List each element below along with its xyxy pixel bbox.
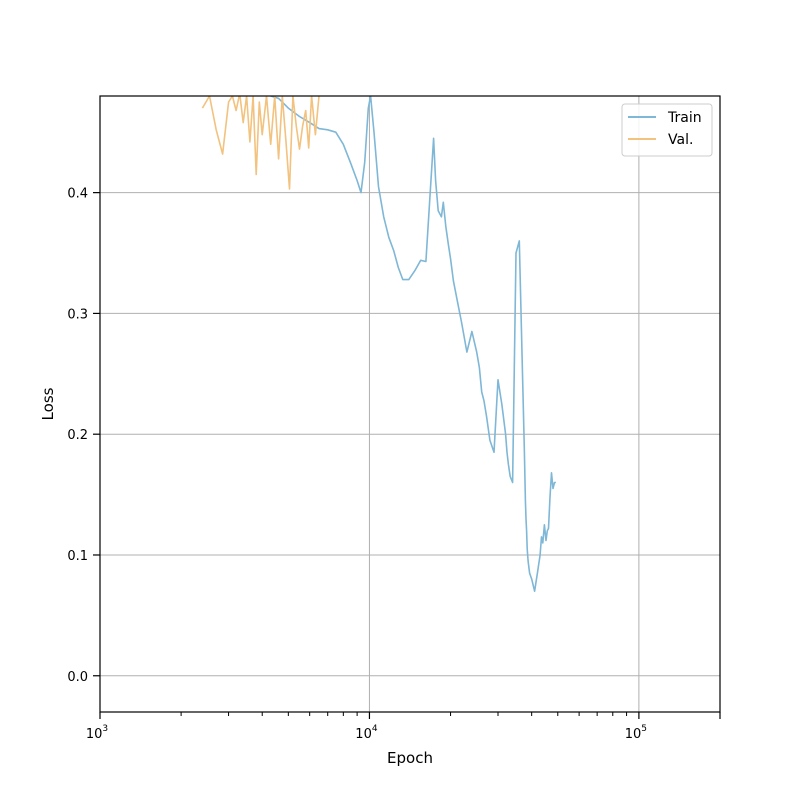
y-tick-label: 0.2 <box>67 428 88 443</box>
y-tick-label: 0.1 <box>67 549 88 564</box>
series-line-train <box>270 96 556 593</box>
x-tick-label: 104 <box>355 724 378 742</box>
legend-label: Train <box>667 110 702 126</box>
y-tick-label: 0.0 <box>67 670 88 685</box>
x-axis-ticks: 103 104 105 <box>86 712 721 742</box>
legend-label: Val. <box>668 132 693 148</box>
y-axis-ticks: 0.0 0.1 0.2 0.3 0.4 <box>67 187 100 685</box>
y-tick-label: 0.3 <box>67 307 88 322</box>
x-tick-label: 103 <box>86 724 108 742</box>
plot-frame <box>99 95 721 713</box>
x-axis-label: Epoch <box>387 749 433 767</box>
x-tick-label: 105 <box>625 724 647 742</box>
y-axis-label: Loss <box>39 387 57 420</box>
legend: Train Val. <box>621 103 713 157</box>
series-line-val <box>201 96 320 190</box>
y-tick-label: 0.4 <box>67 187 88 202</box>
series-layer <box>201 96 556 593</box>
